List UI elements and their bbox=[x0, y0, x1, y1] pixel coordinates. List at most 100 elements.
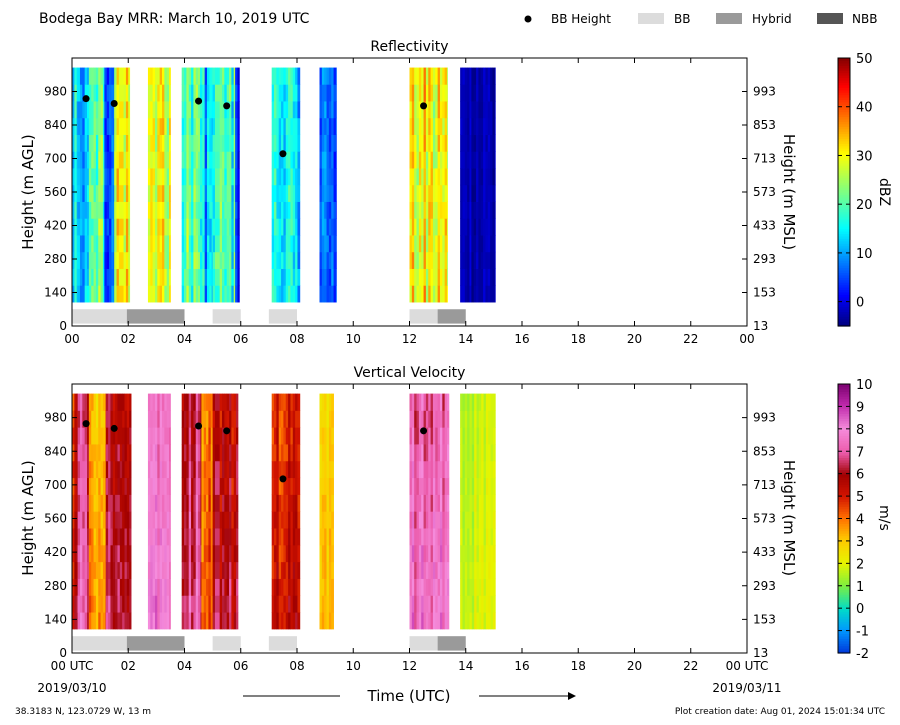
heatmap-cell bbox=[84, 251, 88, 269]
colorbar-step bbox=[838, 206, 850, 210]
heatmap-cell bbox=[490, 528, 494, 546]
heatmap-cell bbox=[126, 595, 130, 613]
heatmap-cell bbox=[212, 511, 216, 529]
heatmap-cell bbox=[444, 460, 448, 479]
heatmap-cell bbox=[88, 410, 92, 428]
heatmap-cell bbox=[423, 544, 427, 563]
heatmap-cell bbox=[278, 151, 282, 169]
heatmap-cell bbox=[321, 218, 325, 236]
heatmap-cell bbox=[87, 67, 90, 85]
heatmap-cell bbox=[164, 84, 168, 102]
heatmap-cell bbox=[297, 494, 301, 512]
heatmap-cell bbox=[462, 427, 466, 445]
heatmap-cell bbox=[157, 218, 161, 236]
heatmap-cell bbox=[425, 393, 429, 411]
colorbar-step bbox=[838, 311, 850, 315]
heatmap-cell bbox=[202, 251, 206, 269]
heatmap-cell bbox=[224, 268, 228, 286]
heatmap-cell bbox=[74, 151, 78, 169]
heatmap-cell bbox=[435, 561, 439, 579]
heatmap-cell bbox=[100, 151, 104, 169]
heatmap-cell bbox=[181, 117, 185, 135]
heatmap-cell bbox=[206, 528, 209, 546]
heatmap-cell bbox=[237, 184, 240, 202]
heatmap-cell bbox=[102, 168, 105, 186]
heatmap-cell bbox=[95, 612, 99, 630]
heatmap-cell bbox=[478, 578, 482, 596]
heatmap-cell bbox=[487, 251, 491, 269]
heatmap-cell bbox=[494, 151, 496, 169]
heatmap-cell bbox=[328, 528, 332, 546]
heatmap-cell bbox=[295, 218, 298, 236]
heatmap-cell bbox=[414, 268, 417, 286]
heatmap-cell bbox=[202, 117, 206, 135]
heatmap-cell bbox=[150, 410, 154, 428]
heatmap-cell bbox=[95, 444, 99, 462]
heatmap-cell bbox=[219, 251, 223, 269]
heatmap-cell bbox=[222, 595, 225, 613]
heatmap-cell bbox=[490, 410, 494, 428]
colorbar-step bbox=[838, 503, 850, 507]
heatmap-cell bbox=[117, 528, 121, 546]
heatmap-cell bbox=[288, 528, 291, 546]
heatmap-cell bbox=[204, 84, 208, 102]
heatmap-cell bbox=[77, 117, 81, 135]
heatmap-cell bbox=[214, 184, 218, 202]
colorbar-step bbox=[838, 479, 850, 483]
heatmap-cell bbox=[206, 561, 209, 579]
heatmap-cell bbox=[430, 494, 434, 512]
heatmap-cell bbox=[460, 84, 463, 102]
heatmap-cell bbox=[108, 612, 111, 630]
heatmap-cell bbox=[281, 477, 284, 495]
heatmap-cell bbox=[95, 578, 99, 596]
heatmap-cell bbox=[91, 561, 94, 579]
heatmap-cell bbox=[439, 460, 443, 479]
heatmap-cell bbox=[278, 544, 282, 563]
heatmap-cell bbox=[473, 168, 477, 186]
heatmap-cell bbox=[208, 561, 212, 579]
colorbar-step bbox=[838, 318, 850, 322]
heatmap-cell bbox=[437, 393, 441, 411]
heatmap-cell bbox=[76, 578, 79, 596]
heatmap-cell bbox=[428, 477, 431, 495]
heatmap-cell bbox=[199, 134, 203, 152]
heatmap-cell bbox=[88, 460, 92, 479]
heatmap-cell bbox=[467, 477, 470, 495]
heatmap-cell bbox=[321, 268, 325, 286]
heatmap-cell bbox=[164, 511, 168, 529]
heatmap-cell bbox=[214, 67, 218, 85]
heatmap-cell bbox=[324, 84, 327, 102]
heatmap-cell bbox=[152, 393, 156, 411]
heatmap-cell bbox=[128, 184, 131, 202]
colorbar-step bbox=[838, 121, 850, 125]
heatmap-cell bbox=[191, 410, 194, 428]
heatmap-cell bbox=[474, 427, 477, 445]
heatmap-cell bbox=[82, 101, 86, 119]
heatmap-cell bbox=[121, 117, 124, 135]
heatmap-cell bbox=[233, 544, 237, 563]
heatmap-cell bbox=[198, 268, 201, 286]
heatmap-cell bbox=[114, 218, 117, 236]
heatmap-cell bbox=[297, 460, 301, 479]
heatmap-cell bbox=[425, 67, 429, 85]
heatmap-cell bbox=[469, 201, 472, 219]
colorbar-step bbox=[838, 296, 850, 300]
heatmap-cell bbox=[278, 477, 282, 495]
heatmap-cell bbox=[297, 117, 301, 135]
colorbar-step bbox=[838, 77, 850, 81]
heatmap-cell bbox=[219, 410, 223, 428]
heatmap-cell bbox=[119, 494, 123, 512]
colorbar-step bbox=[838, 194, 850, 198]
colorbar-step bbox=[838, 635, 850, 639]
colorbar-step bbox=[838, 538, 850, 542]
heatmap-cell bbox=[292, 218, 296, 236]
heatmap-cell bbox=[442, 285, 446, 303]
heatmap-cell bbox=[467, 285, 470, 303]
colorbar-step bbox=[838, 608, 850, 613]
heatmap-cell bbox=[224, 184, 228, 202]
heatmap-cell bbox=[460, 393, 463, 411]
heatmap-cell bbox=[100, 251, 104, 269]
heatmap-cell bbox=[321, 235, 325, 253]
heatmap-cell bbox=[432, 528, 436, 546]
heatmap-cell bbox=[425, 494, 429, 512]
